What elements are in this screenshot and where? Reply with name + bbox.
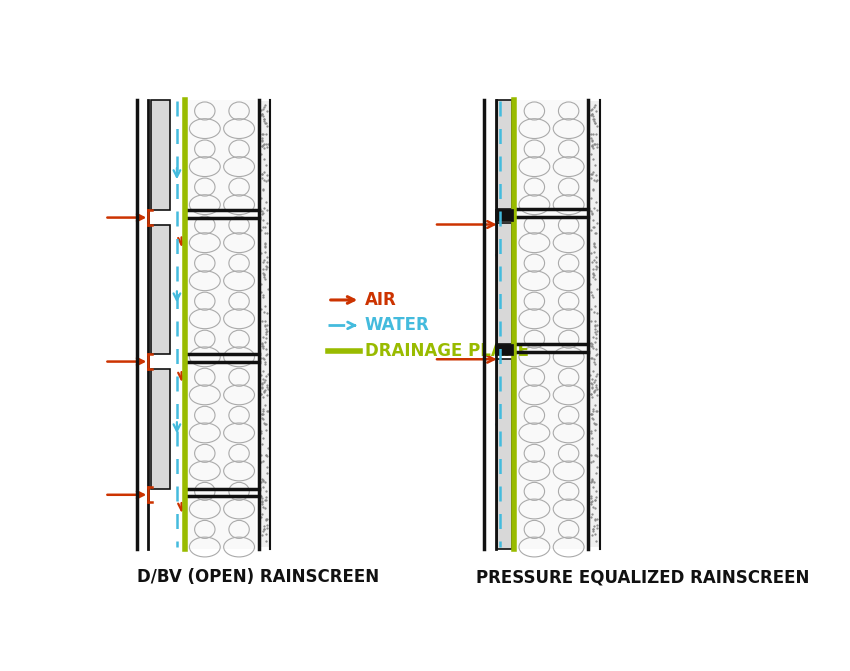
Bar: [518, 100, 586, 549]
Text: AIR: AIR: [365, 291, 397, 309]
Text: WATER: WATER: [365, 317, 429, 334]
Bar: [150, 100, 170, 210]
Bar: [497, 100, 512, 209]
Bar: [259, 101, 269, 547]
Bar: [589, 101, 599, 547]
Bar: [497, 223, 512, 344]
Bar: [150, 225, 170, 354]
Bar: [150, 369, 170, 488]
Bar: [188, 100, 256, 549]
Bar: [495, 344, 513, 356]
Bar: [497, 359, 512, 549]
Text: D/BV (OPEN) RAINSCREEN: D/BV (OPEN) RAINSCREEN: [137, 568, 379, 586]
Text: PRESSURE EQUALIZED RAINSCREEN: PRESSURE EQUALIZED RAINSCREEN: [477, 568, 810, 586]
Bar: [495, 209, 513, 221]
Text: DRAINAGE PLANE: DRAINAGE PLANE: [365, 342, 529, 360]
